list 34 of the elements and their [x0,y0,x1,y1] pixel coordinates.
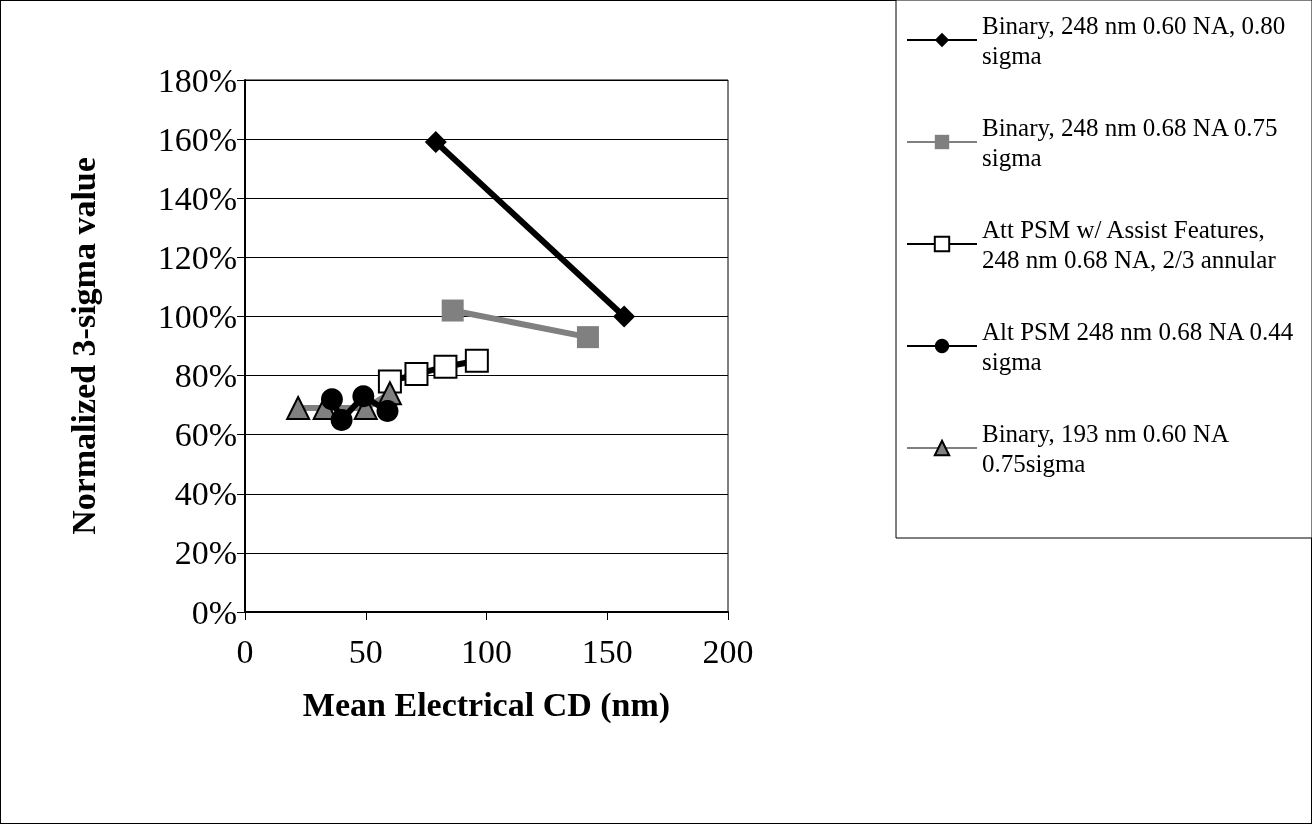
point [441,299,464,322]
point [320,388,343,411]
legend-label: Binary, 248 nm 0.68 NA 0.75 sigma [982,113,1284,171]
point [352,385,375,408]
y-tick-label: 0% [191,593,237,631]
x-tick-label: 100 [461,632,512,670]
legend-label: Att PSM w/ Assist Features, 248 nm 0.68 NA, 2/3 annular [982,215,1277,273]
legend-label: Binary, 193 nm 0.60 NA 0.75sigma [982,419,1234,477]
y-axis-title: Normalized 3-sigma value [64,157,102,535]
legend-label: Binary, 248 nm 0.60 NA, 0.80 sigma [982,11,1292,69]
legend-label: Alt PSM 248 nm 0.68 NA 0.44 sigma [982,317,1300,375]
y-tick-label: 160% [157,120,237,158]
x-tick-label: 150 [581,632,633,670]
x-tick-label: 50 [348,632,383,670]
point [613,305,636,328]
point [576,326,599,349]
point [376,400,399,423]
x-axis-title: Mean Electrical CD (nm) [302,685,671,724]
point [424,131,447,154]
point [464,348,489,373]
y-tick-label: 180% [157,61,237,99]
y-tick-label: 100% [157,297,237,335]
point [286,396,311,421]
y-tick-label: 120% [157,238,237,276]
y-tick-label: 60% [174,416,237,454]
y-tick-label: 40% [174,475,237,513]
y-tick-label: 140% [157,179,237,217]
y-tick-label: 20% [174,534,237,572]
point [330,408,353,431]
y-tick-label: 80% [174,357,237,395]
point [433,354,458,379]
point [404,362,429,387]
x-tick-label: 0 [236,632,254,670]
x-tick-label: 200 [702,632,754,670]
